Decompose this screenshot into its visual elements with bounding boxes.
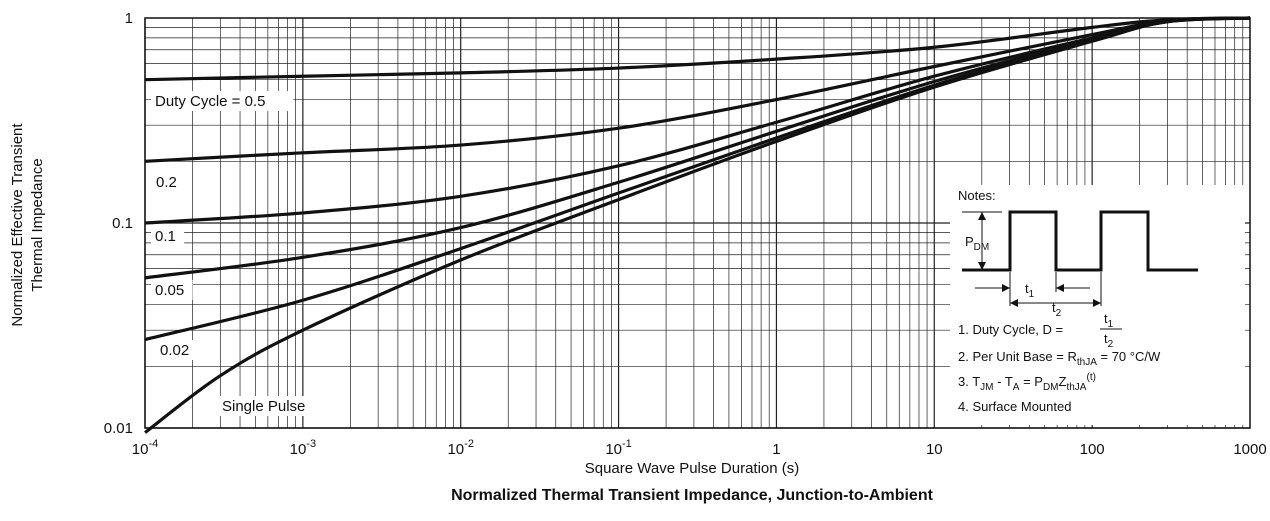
curve-label-5: Single Pulse [222,398,305,415]
y-axis-label: Normalized Effective Transient [9,123,26,327]
y-axis-label-line2: Thermal Impedance [29,158,46,291]
note-4: 4. Surface Mounted [958,399,1071,414]
note-3-c: = P [1019,374,1043,389]
note-1-denominator-sub: 2 [1108,339,1114,350]
note-2-sub: thJA [1077,357,1097,368]
y-tick-label: 0.01 [104,420,133,437]
series-line-0 [144,16,1251,82]
t1-label-sub: 1 [1029,289,1035,300]
y-tick-label: 0.1 [112,215,133,232]
chart-title: Normalized Thermal Transient Impedance, … [451,487,934,504]
t1-arrowhead-left [1002,284,1010,292]
curve-label-background [151,226,185,246]
notes-box: Notes: PDM t1 t2 1. Duty Cycle, D = t1 t… [950,185,1245,425]
pdm-arrow-down [978,262,986,270]
series-line-5 [144,16,1251,434]
note-3-sup: (t) [1086,372,1095,383]
x-tick-label: 100 [1080,441,1105,458]
series-line-1 [144,16,1251,163]
t2-arrowhead-left [1010,299,1018,307]
note-3-sub2: A [1013,382,1020,393]
curve-label-2: 0.1 [155,228,176,245]
x-tick-label: 10-3 [290,438,316,458]
curve-label-0: Duty Cycle = 0.5 [155,93,265,110]
note-1-numerator: t1 [1104,311,1114,330]
x-tick-label: 1 [772,441,780,458]
t2-label: t2 [1052,300,1062,319]
x-tick-label: 10-2 [447,438,473,458]
note-3-a: 3. T [958,374,980,389]
note-3-b: - T [994,374,1013,389]
curve-labels: Duty Cycle = 0.5 0.2 0.1 0.05 0.02 Single Pul… [151,91,327,416]
note-1-denominator-main: t [1104,331,1108,346]
y-tick-labels: 1 0.1 0.01 [104,10,133,437]
curves [144,16,1251,434]
curve-label-background [151,91,294,111]
note-3-sub1: JM [980,382,993,393]
x-tick-label: 10-4 [132,438,158,458]
x-tick-labels: 10-4 10-3 10-2 10-1 1 10 100 1000 [132,438,1267,458]
curve-label-background [152,172,186,192]
y-axis-label-2: Thermal Impedance [29,158,46,291]
pdm-arrow-up [978,212,986,220]
note-1-numerator-main: t [1104,311,1108,326]
pulse-waveform [962,210,1198,272]
y-tick-label: 1 [125,10,133,27]
y-axis-label-line1: Normalized Effective Transient [9,123,26,327]
t2-arrowhead-right [1093,299,1101,307]
curve-label-4: 0.02 [160,342,189,359]
x-tick-label: 1000 [1233,441,1266,458]
note-2: 2. Per Unit Base = RthJA = 70 °C/W [958,349,1161,368]
x-tick-label: 10-1 [605,438,631,458]
t2-label-sub: 2 [1056,308,1062,319]
curve-label-background [218,396,327,416]
t2-label-main: t [1052,300,1056,315]
grid-lines [144,18,1250,429]
t1-label-main: t [1025,281,1029,296]
note-3-sub4: thJA [1066,382,1086,393]
curve-label-background [156,340,198,360]
pdm-label: PDM [965,234,989,253]
note-3-d: Z [1059,374,1067,389]
curve-label-1: 0.2 [156,174,177,191]
notes-background [950,185,1245,425]
pdm-label-sub: DM [974,242,990,253]
note-1-numerator-sub: 1 [1108,319,1114,330]
note-2-b: = 70 °C/W [1097,349,1161,364]
note-3: 3. TJM - TA = PDMZthJA(t) [958,372,1096,393]
curve-label-3: 0.05 [155,282,184,299]
x-tick-label: 10 [926,441,943,458]
note-1-denominator: t2 [1104,331,1114,350]
x-axis-label: Square Wave Pulse Duration (s) [585,460,800,477]
notes-heading: Notes: [958,188,996,203]
pdm-label-main: P [965,234,974,249]
t1-arrowhead-right [1056,284,1064,292]
curve-label-background [151,280,193,300]
t1-label: t1 [1025,281,1035,300]
note-1: 1. Duty Cycle, D = [958,322,1063,337]
note-3-sub3: DM [1043,382,1059,393]
note-2-a: 2. Per Unit Base = R [958,349,1077,364]
